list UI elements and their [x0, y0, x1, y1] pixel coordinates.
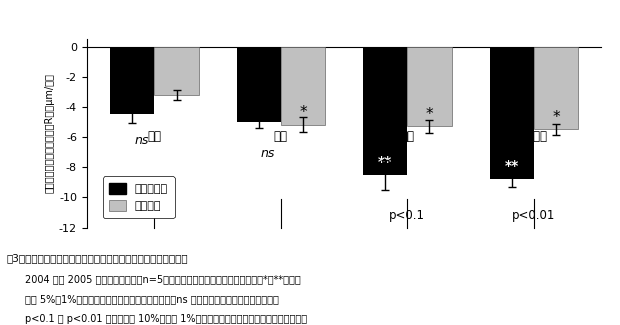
Y-axis label: 充実不足の総合的指標値（R値，μm/度）: 充実不足の総合的指標値（R値，μm/度）: [45, 73, 55, 193]
Text: **: **: [378, 155, 392, 169]
Text: 図3　高温と寡照が充実不足の指標値に及ぼす影響の品種間差異: 図3 高温と寡照が充実不足の指標値に及ぼす影響の品種間差異: [6, 254, 188, 264]
Text: 高温寡照: 高温寡照: [520, 130, 547, 143]
Text: *: *: [299, 105, 307, 121]
Text: p<0.01: p<0.01: [512, 209, 556, 222]
Bar: [490, 46, 534, 179]
Bar: [534, 46, 578, 129]
Text: p<0.1 と p<0.01 はそれぞれ 10%水準と 1%水準で品種間に有意差があることを示す．: p<0.1 と p<0.01 はそれぞれ 10%水準と 1%水準で品種間に有意差…: [25, 314, 307, 324]
Text: ぞれ 5%，1%水準で対照区と有意差があることを，ns は品種間に有意差がないことを，: ぞれ 5%，1%水準で対照区と有意差があることを，ns は品種間に有意差がないこ…: [25, 294, 278, 304]
Text: p<0.1: p<0.1: [389, 209, 425, 222]
Bar: [154, 46, 198, 95]
Text: 2004 年と 2005 年のポット試験（n=5）のデータ．処理条件は図２を参照．*，**はそれ: 2004 年と 2005 年のポット試験（n=5）のデータ．処理条件は図２を参照…: [25, 275, 301, 285]
Legend: ヒノヒカリ, にこまる: ヒノヒカリ, にこまる: [103, 176, 175, 218]
Bar: [281, 46, 325, 125]
Text: *: *: [426, 107, 433, 122]
Text: *: *: [552, 110, 560, 125]
Text: 高温: 高温: [401, 130, 414, 143]
Bar: [110, 46, 154, 114]
Text: ns: ns: [261, 147, 275, 160]
Text: ns: ns: [135, 134, 149, 147]
Text: **: **: [505, 159, 519, 173]
Text: 対照: 対照: [148, 130, 161, 143]
Bar: [407, 46, 451, 126]
Bar: [237, 46, 281, 122]
Text: 寡照: 寡照: [274, 130, 288, 143]
Bar: [363, 46, 407, 175]
